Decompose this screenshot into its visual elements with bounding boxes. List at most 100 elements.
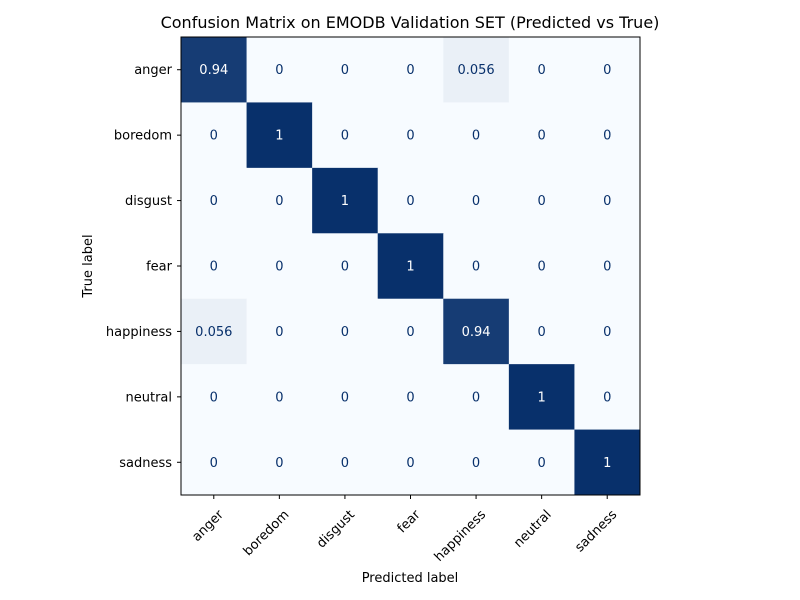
cell-value-label: 0.056 — [457, 63, 494, 78]
cell-value-label: 0 — [341, 63, 349, 78]
cell-value-label: 0 — [603, 260, 611, 275]
heatmap-cell — [377, 298, 444, 365]
heatmap-cell — [508, 102, 575, 169]
heatmap-cell — [246, 102, 313, 169]
heatmap-cell — [181, 37, 248, 103]
heatmap-cell — [181, 298, 248, 365]
heatmap-cell — [246, 429, 313, 496]
cell-value-label: 0 — [210, 260, 218, 275]
cell-value-label: 0 — [538, 456, 546, 471]
cell-value-label: 0 — [406, 325, 414, 340]
heatmap-cell — [181, 233, 248, 300]
x-tick-label: sadness — [572, 507, 620, 555]
cell-value-label: 0 — [275, 390, 283, 405]
heatmap-cell — [246, 167, 313, 234]
heatmap-cell — [574, 364, 641, 431]
cell-value-label: 0 — [538, 194, 546, 209]
heatmap-cell — [312, 167, 379, 234]
cell-value-label: 0 — [341, 456, 349, 471]
x-tick-label: happiness — [432, 507, 490, 565]
heatmap-cell — [246, 364, 313, 431]
heatmap-cell — [246, 233, 313, 300]
heatmap-cell — [508, 429, 575, 496]
cell-value-label: 0 — [210, 194, 218, 209]
heatmap-cell — [312, 298, 379, 365]
heatmap-cell — [377, 167, 444, 234]
heatmap-cell — [508, 233, 575, 300]
cell-value-label: 1 — [275, 129, 283, 144]
heatmap-cell — [312, 364, 379, 431]
heatmap-cell — [443, 167, 510, 234]
cell-value-label: 0.94 — [462, 325, 491, 340]
cell-value-label: 0 — [210, 129, 218, 144]
heatmap-cell — [508, 364, 575, 431]
cell-value-label: 0 — [603, 390, 611, 405]
chart-title: Confusion Matrix on EMODB Validation SET… — [161, 13, 660, 32]
cell-value-label: 0 — [603, 63, 611, 78]
heatmap-cell — [377, 102, 444, 169]
cell-value-label: 1 — [406, 260, 414, 275]
cell-value-label: 0 — [538, 129, 546, 144]
heatmap-cell — [181, 167, 248, 234]
cell-value-label: 1 — [341, 194, 349, 209]
heatmap-cells — [181, 37, 641, 496]
heatmap-cell — [246, 37, 313, 103]
heatmap-cell — [443, 364, 510, 431]
cell-value-label: 0 — [406, 63, 414, 78]
heatmap-cell — [443, 102, 510, 169]
cell-value-label: 0 — [406, 390, 414, 405]
heatmap-cell — [181, 429, 248, 496]
cell-value-label: 0 — [472, 260, 480, 275]
heatmap-cell — [377, 37, 444, 103]
heatmap-cell — [574, 102, 641, 169]
x-tick-label: disgust — [314, 507, 358, 551]
x-tick-label: anger — [189, 507, 227, 545]
cell-value-label: 0 — [210, 456, 218, 471]
y-tick-label: disgust — [125, 194, 172, 209]
y-tick-label: boredom — [114, 129, 172, 144]
y-axis-ticks: anger boredom disgust fear happiness neutral s… — [106, 63, 181, 471]
cell-value-label: 0 — [538, 260, 546, 275]
cell-value-label: 0 — [341, 390, 349, 405]
cell-value-label: 0 — [406, 194, 414, 209]
heatmap-cell — [574, 298, 641, 365]
cell-value-label: 0 — [406, 456, 414, 471]
heatmap-cell — [443, 429, 510, 496]
cell-value-label: 0 — [472, 129, 480, 144]
cell-value-label: 0 — [406, 129, 414, 144]
heatmap-cell — [443, 233, 510, 300]
heatmap-cell — [181, 102, 248, 169]
heatmap-cell — [312, 37, 379, 103]
cell-value-label: 0 — [275, 325, 283, 340]
heatmap-cell — [312, 429, 379, 496]
x-axis-label: Predicted label — [362, 571, 459, 586]
x-tick-label: fear — [395, 507, 424, 536]
heatmap-cell — [312, 233, 379, 300]
cell-value-label: 0 — [275, 260, 283, 275]
cell-value-label: 1 — [603, 456, 611, 471]
heatmap-cell — [574, 167, 641, 234]
x-tick-label: neutral — [511, 507, 554, 550]
heatmap-cell — [574, 233, 641, 300]
heatmap-cell — [508, 298, 575, 365]
cell-value-label: 0 — [603, 325, 611, 340]
cell-value-label: 0 — [472, 456, 480, 471]
cell-value-label: 0 — [341, 260, 349, 275]
heatmap-cell — [377, 233, 444, 300]
cell-value-label: 0 — [538, 325, 546, 340]
x-tick-label: boredom — [241, 507, 293, 559]
cell-value-label: 1 — [538, 390, 546, 405]
y-tick-label: sadness — [119, 456, 172, 471]
cell-value-label: 0 — [538, 63, 546, 78]
cell-value-label: 0.94 — [199, 63, 228, 78]
cell-value-label: 0 — [603, 129, 611, 144]
heatmap-cell — [574, 429, 641, 496]
heatmap-cell — [246, 298, 313, 365]
cell-value-label: 0 — [341, 129, 349, 144]
heatmap-cell — [377, 364, 444, 431]
cell-value-label: 0 — [341, 325, 349, 340]
cell-value-label: 0 — [472, 390, 480, 405]
cell-value-label: 0 — [275, 194, 283, 209]
heatmap-cell — [377, 429, 444, 496]
